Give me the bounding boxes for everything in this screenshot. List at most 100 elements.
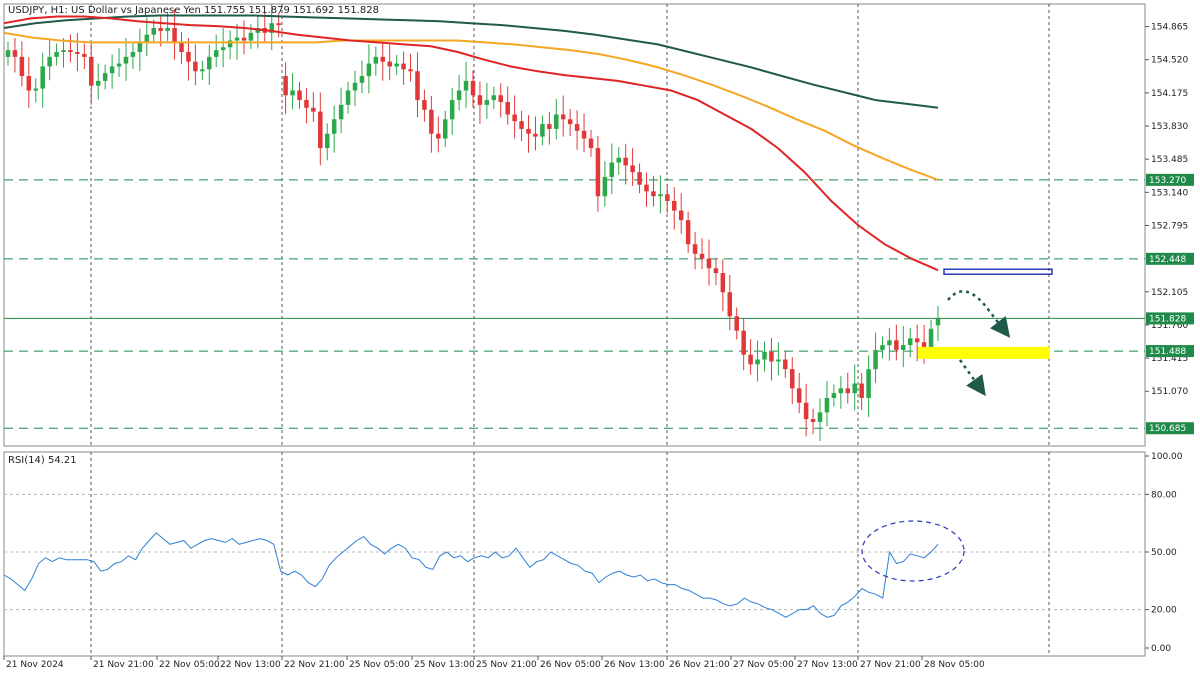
candle-body: [595, 148, 601, 197]
candle-body: [387, 61, 392, 67]
price-level-tag: [1146, 173, 1194, 186]
ma-orange-line: [3, 31, 939, 181]
candle-body: [894, 340, 899, 350]
candle-body: [137, 42, 143, 53]
candle-body: [873, 349, 878, 370]
candle-body: [678, 210, 684, 221]
candle-body: [470, 80, 476, 96]
candle-body: [276, 23, 281, 26]
candle-body: [359, 76, 365, 83]
candle-body: [554, 114, 559, 129]
candle-body: [33, 88, 39, 91]
candle-body: [616, 157, 622, 163]
candle-body: [519, 121, 524, 129]
candle-body: [665, 194, 670, 201]
candle-body: [540, 124, 545, 137]
candle-body: [866, 369, 871, 398]
candle-body: [776, 359, 781, 362]
price-level-tag: [1146, 345, 1194, 358]
candle-body: [436, 133, 441, 139]
candle-body: [352, 82, 358, 91]
support-zone-highlight: [918, 346, 1050, 359]
candle-body: [415, 71, 420, 101]
candle-body: [623, 157, 628, 166]
time-tick-label: 21 Nov 2024: [6, 660, 64, 670]
candle-body: [186, 52, 191, 62]
price-level-tag: [1146, 252, 1194, 265]
price-tick-label: 151.415: [1151, 354, 1188, 364]
price-level-label: 152.448: [1149, 255, 1186, 265]
candle-body: [789, 369, 795, 389]
candle-body: [75, 52, 80, 54]
candle-body: [82, 53, 87, 57]
candle-body: [741, 330, 746, 355]
rsi-line: [3, 532, 939, 618]
projection-arrow-2: [958, 359, 986, 397]
time-axis: 21 Nov 2024 21 Nov 21:00 22 Nov 05:00 22 No…: [3, 656, 985, 670]
candle-body: [401, 63, 406, 70]
candle-body: [526, 128, 531, 134]
candle-body: [630, 165, 635, 173]
candle-body: [95, 80, 101, 86]
candle-body: [144, 34, 150, 43]
candle-body: [727, 292, 733, 317]
price-tick-label: 152.105: [1151, 288, 1188, 298]
candle-body: [914, 338, 920, 343]
time-tick-label: 26 Nov 21:00: [669, 660, 730, 670]
candle-body: [19, 56, 25, 77]
price-tick-label: 154.175: [1151, 89, 1188, 99]
projection-arrow-1: [947, 290, 1011, 338]
candle-body: [200, 69, 205, 72]
ma-green-line: [3, 14, 939, 109]
candle-body: [68, 50, 73, 53]
candle-body: [713, 268, 719, 274]
candle-body: [491, 95, 497, 101]
candle-body: [887, 340, 892, 346]
time-tick-label: 25 Nov 13:00: [414, 660, 475, 670]
candle-body: [637, 172, 642, 185]
candle-body: [498, 95, 504, 103]
time-tick-label: 26 Nov 13:00: [604, 660, 665, 670]
candle-body: [658, 194, 663, 197]
rsi-tick-label: 20.00: [1151, 606, 1177, 616]
time-tick-label: 27 Nov 13:00: [797, 660, 858, 670]
rsi-tick-label: 0.00: [1151, 644, 1171, 654]
chart-title: USDJPY, H1: US Dollar vs Japanese Yen 15…: [8, 5, 379, 16]
candle-body: [5, 50, 11, 57]
candle-body: [311, 107, 316, 112]
price-tick-label: 152.795: [1151, 221, 1188, 231]
candle-body: [172, 28, 177, 43]
candle-body: [581, 130, 587, 139]
time-tick-label: 22 Nov 13:00: [220, 660, 281, 670]
candle-body: [345, 90, 351, 105]
rsi-frame: [3, 451, 1146, 657]
candle-body: [734, 316, 739, 331]
candle-body: [672, 200, 677, 211]
candle-body: [928, 328, 934, 350]
candle-body: [366, 63, 372, 77]
candle-body: [422, 100, 427, 110]
candle-body: [165, 28, 170, 31]
candle-body: [699, 253, 705, 259]
candle-body: [380, 56, 386, 62]
price-tick-label: 151.070: [1151, 387, 1188, 397]
candle-body: [651, 191, 656, 197]
time-tick-label: 27 Nov 21:00: [860, 660, 921, 670]
candle-body: [318, 111, 323, 149]
candle-body: [463, 80, 469, 91]
candle-body: [831, 393, 837, 398]
candle-body: [283, 76, 288, 96]
time-tick-label: 25 Nov 05:00: [349, 660, 410, 670]
candle-body: [560, 114, 566, 120]
candle-body: [241, 37, 247, 41]
candle-body: [533, 133, 538, 137]
candle-body: [803, 402, 809, 420]
price-tick-label: 154.520: [1151, 56, 1188, 66]
candle-body: [692, 244, 698, 254]
candle-body: [484, 100, 490, 105]
candle-body: [373, 56, 379, 64]
candle-body: [248, 32, 254, 41]
candle-body: [26, 76, 32, 91]
candle-body: [269, 23, 274, 33]
